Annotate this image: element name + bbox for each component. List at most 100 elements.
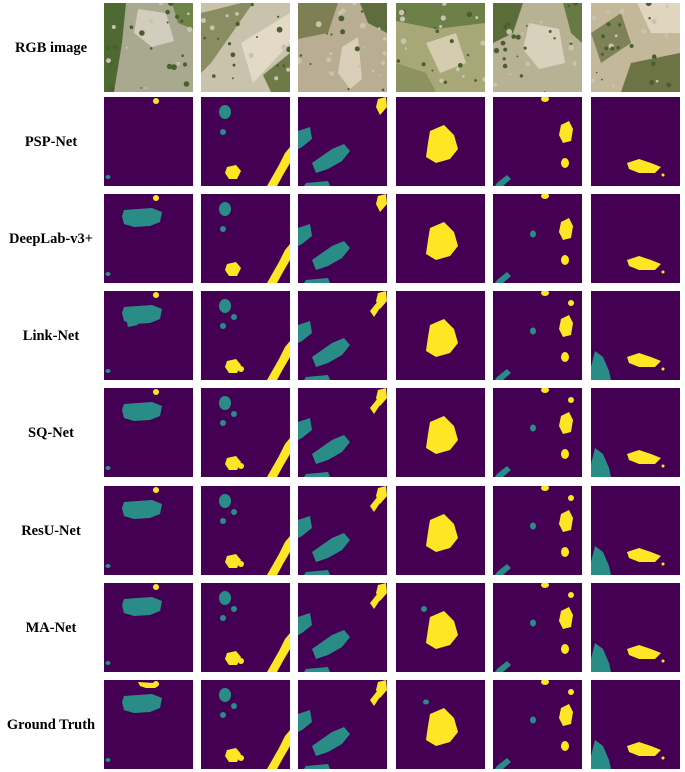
vegetation-dot — [443, 80, 448, 85]
yellow-region — [627, 159, 661, 173]
vegetation-dot — [641, 28, 647, 34]
segmentation-mask-tile — [493, 97, 582, 186]
teal-region — [312, 338, 350, 367]
teal-region — [304, 181, 330, 186]
yellow-region — [426, 708, 458, 746]
segmentation-mask-tile — [591, 583, 680, 672]
teal-region — [304, 764, 330, 769]
yellow-region — [559, 510, 573, 532]
yellow-region — [267, 730, 290, 769]
vegetation-dot — [166, 21, 169, 24]
vegetation-dot — [449, 39, 454, 44]
vegetation-dot — [309, 63, 312, 65]
yellow-region — [627, 256, 661, 270]
figure-row: Ground Truth — [0, 680, 685, 770]
segmentation-mask-tile — [591, 486, 680, 575]
segmentation-mask-tile — [396, 583, 485, 672]
teal-region — [591, 546, 611, 575]
teal-region — [591, 351, 611, 380]
vegetation-dot — [225, 14, 229, 18]
teal-region — [304, 375, 330, 380]
vegetation-dot — [282, 64, 286, 67]
vegetation-dot — [277, 15, 280, 18]
yellow-region — [627, 645, 661, 659]
segmentation-mask-tile — [104, 486, 193, 575]
teal-region — [591, 643, 611, 672]
vegetation-dot — [516, 55, 519, 58]
teal-region — [231, 411, 237, 417]
vegetation-dot — [220, 86, 223, 90]
vegetation-dot — [286, 46, 290, 53]
yellow-region — [661, 464, 665, 468]
yellow-region — [541, 388, 549, 393]
vegetation-dot — [439, 78, 444, 83]
vegetation-dot — [371, 69, 375, 73]
yellow-region — [541, 194, 549, 199]
row-label: PSP-Net — [24, 133, 78, 150]
teal-region — [312, 630, 350, 659]
vegetation-dot — [149, 47, 153, 50]
vegetation-dot — [440, 15, 446, 21]
teal-region — [495, 661, 511, 672]
segmentation-mask-tile — [493, 486, 582, 575]
vegetation-dot — [112, 44, 118, 50]
vegetation-dot — [330, 33, 333, 36]
vegetation-dot — [443, 60, 445, 62]
segmentation-mask-tile — [493, 291, 582, 380]
vegetation-dot — [232, 77, 234, 80]
vegetation-dot — [500, 40, 506, 46]
segmentation-mask-tile — [493, 583, 582, 672]
teal-region — [219, 396, 231, 410]
segmentation-mask-tile — [396, 97, 485, 186]
segmentation-mask-tile — [591, 680, 680, 769]
vegetation-dot — [502, 57, 506, 61]
vegetation-dot — [570, 40, 573, 43]
teal-region — [105, 661, 111, 665]
vegetation-dot — [329, 71, 335, 76]
vegetation-dot — [250, 3, 254, 7]
terrain-patch — [426, 33, 466, 73]
figure-row: PSP-Net — [0, 97, 685, 187]
segmentation-mask-tile — [104, 388, 193, 477]
figure-row: ResU-Net — [0, 486, 685, 576]
vegetation-dot — [139, 30, 145, 36]
teal-region — [312, 435, 350, 464]
teal-region — [105, 466, 111, 470]
rgb-image-tile — [298, 3, 387, 92]
segmentation-mask-tile — [396, 680, 485, 769]
yellow-region — [559, 704, 573, 726]
yellow-region — [267, 536, 290, 575]
row-label: SQ-Net — [28, 424, 74, 441]
vegetation-dot — [404, 47, 408, 50]
vegetation-dot — [182, 62, 188, 67]
teal-region — [220, 518, 226, 524]
vegetation-dot — [502, 63, 508, 69]
figure-row: DeepLab-v3+ — [0, 194, 685, 284]
vegetation-dot — [165, 9, 170, 15]
vegetation-dot — [458, 63, 463, 68]
vegetation-dot — [431, 69, 434, 72]
vegetation-dot — [183, 81, 190, 87]
vegetation-dot — [616, 45, 620, 50]
teal-region — [312, 727, 350, 756]
vegetation-dot — [232, 63, 236, 67]
vegetation-dot — [382, 36, 387, 41]
yellow-region — [661, 562, 665, 566]
yellow-region — [225, 554, 241, 568]
rgb-image-tile — [396, 3, 485, 92]
vegetation-dot — [149, 19, 154, 24]
segmentation-mask-tile — [201, 486, 290, 575]
teal-region — [530, 230, 536, 238]
teal-region — [219, 688, 231, 702]
vegetation-dot — [230, 52, 236, 58]
vegetation-dot — [125, 46, 128, 49]
yellow-region — [568, 397, 574, 403]
vegetation-dot — [519, 74, 524, 78]
segmentation-mask-tile — [298, 194, 387, 283]
vegetation-dot — [285, 3, 288, 5]
segmentation-mask-tile — [298, 680, 387, 769]
yellow-region — [370, 593, 382, 609]
teal-region — [495, 272, 511, 283]
teal-region — [304, 570, 330, 575]
segmentation-mask-tile — [591, 388, 680, 477]
